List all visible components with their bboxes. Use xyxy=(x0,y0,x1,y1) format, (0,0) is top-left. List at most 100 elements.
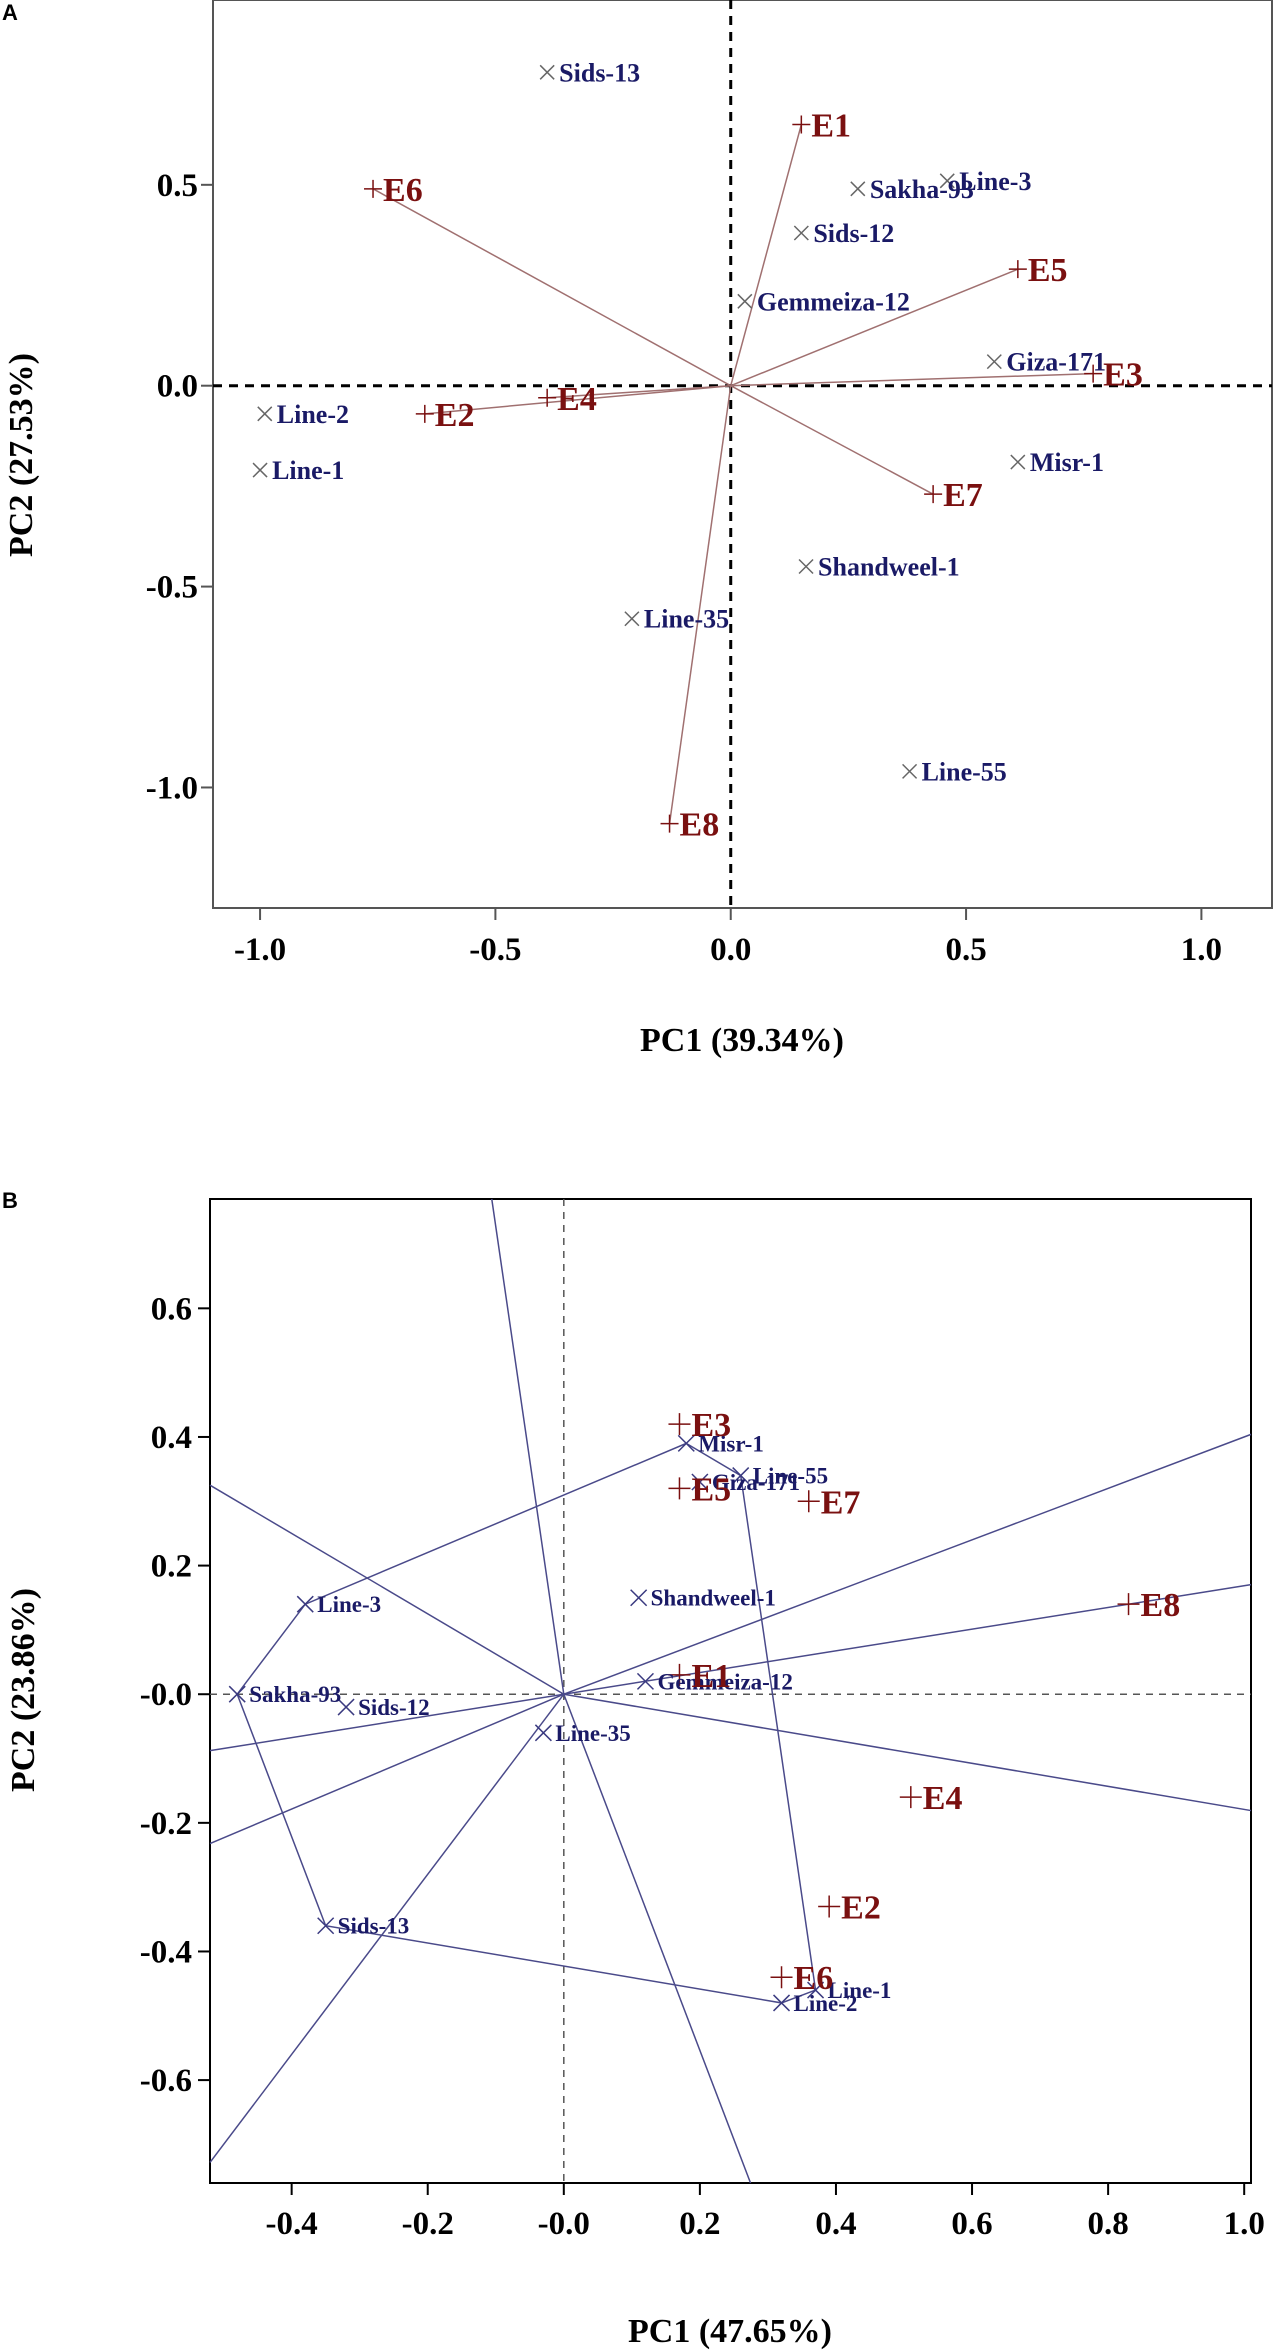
panel-b-x-tick-label: -0.4 xyxy=(266,2206,318,2242)
panel-a-env-marker-e3 xyxy=(1084,364,1103,383)
panel-a-env-label-e1: E1 xyxy=(811,108,851,145)
panel-a-geno-marker-misr-1 xyxy=(1010,454,1026,470)
panel-b-geno-marker-sids-13 xyxy=(317,1917,335,1935)
panel-b-y-tick-label: 0.6 xyxy=(151,1291,192,1327)
panel-a-geno-label-line-1: Line-1 xyxy=(272,456,344,485)
panel-b-geno-marker-misr-1 xyxy=(677,1434,695,1452)
panel-a-vector-e2 xyxy=(424,384,731,415)
panel-b-sector-ray xyxy=(491,1198,565,1695)
panel-a-env-marker-e7 xyxy=(924,485,943,504)
panel-b-env-label-e4: E4 xyxy=(923,1780,963,1817)
panel-a-env-label-e3: E3 xyxy=(1103,357,1143,394)
panel-a-env-marker-e6 xyxy=(364,179,383,198)
panel-b-convex-hull xyxy=(236,1442,817,2004)
panel-b-env-label-e3: E3 xyxy=(691,1407,731,1444)
panel-a-vector-e3 xyxy=(730,372,1094,387)
panel-a-vector-e5 xyxy=(730,268,1019,387)
panel-b-x-tick-label: 0.2 xyxy=(679,2206,720,2242)
panel-a-geno-label-giza-171: Giza-171 xyxy=(1006,348,1106,377)
panel-a-geno-marker-sids-13 xyxy=(539,64,555,80)
panel-b-y-tick-label: -0.0 xyxy=(140,1677,192,1713)
panel-a-env-label-e8: E8 xyxy=(680,807,720,844)
panel-b-geno-marker-giza-171 xyxy=(691,1473,709,1491)
panel-a-geno-marker-line-55 xyxy=(902,763,918,779)
panel-a-vector-e1 xyxy=(730,124,803,386)
panel-b-env-label-e7: E7 xyxy=(821,1484,861,1521)
panel-b-geno-marker-sids-12 xyxy=(337,1698,355,1716)
panel-b-geno-label-line-2: Line-2 xyxy=(794,1991,858,2016)
panel-b-geno-label-line-55: Line-55 xyxy=(753,1464,828,1489)
panel-a-geno-marker-line-1 xyxy=(252,462,268,478)
panel-a-vector-e4 xyxy=(547,384,731,399)
panel-b-env-label-e8: E8 xyxy=(1141,1587,1181,1624)
panel-b-sector-ray xyxy=(209,1693,565,1845)
panel-b-geno-label-sakha-93: Sakha-93 xyxy=(249,1682,341,1707)
panel-a-y-tick-label: 0.5 xyxy=(157,168,198,204)
panel-a-geno-label-shandweel-1: Shandweel-1 xyxy=(818,552,960,581)
panel-a-geno-marker-shandweel-1 xyxy=(798,558,814,575)
panel-a-env-marker-e8 xyxy=(660,814,679,833)
panel-b-x-tick-label: -0.0 xyxy=(538,2206,590,2242)
panel-b-x-tick-label: -0.2 xyxy=(402,2206,454,2242)
panel-b-x-axis-title: PC1 (47.65%) xyxy=(628,2313,832,2350)
panel-b-env-label-e2: E2 xyxy=(841,1889,881,1926)
panel-b-env-marker-e3 xyxy=(668,1413,691,1436)
panel-b-geno-marker-shandweel-1 xyxy=(630,1589,648,1607)
panel-a-geno-marker-gemmeiza-12 xyxy=(737,293,753,309)
panel-a-geno-marker-giza-171 xyxy=(986,354,1002,370)
panel-a-geno-label-misr-1: Misr-1 xyxy=(1030,448,1104,477)
panel-b-env-label-e1: E1 xyxy=(691,1658,731,1695)
panel-b-plot-frame xyxy=(209,1198,1252,2184)
panel-a-y-tick-label: 0.0 xyxy=(157,369,198,405)
panel-a-geno-label-sakha-93: Sakha-93 xyxy=(870,175,974,204)
panel-a-y-tick-label: -0.5 xyxy=(146,570,198,606)
panel-b-y-tick-label: 0.4 xyxy=(151,1420,192,1456)
panel-b-y-tick-label: -0.6 xyxy=(140,2063,192,2099)
panel-a-x-tick-label: 0.0 xyxy=(710,932,751,968)
panel-a-env-label-e2: E2 xyxy=(435,397,475,434)
panel-a-label: A xyxy=(2,0,18,25)
panel-b-env-marker-e4 xyxy=(899,1786,922,1809)
panel-a-plot-frame xyxy=(212,0,1273,909)
panel-a-x-axis-title: PC1 (39.34%) xyxy=(640,1022,844,1059)
panel-b-x-tick-label: 0.4 xyxy=(815,2206,856,2242)
panel-b-y-tick-label: 0.2 xyxy=(151,1549,192,1585)
panel-b-geno-label-gemmeiza-12: Gemmeiza-12 xyxy=(657,1669,792,1694)
panel-a-vector-e6 xyxy=(372,188,732,387)
panel-a-geno-label-line-3: Line-3 xyxy=(959,167,1031,196)
panel-a-geno-marker-sids-12 xyxy=(793,225,809,241)
panel-b-env-marker-e6 xyxy=(770,1966,793,1989)
panel-b-label: B xyxy=(2,1188,18,1213)
panel-b-geno-marker-line-1 xyxy=(807,1981,825,1999)
panel-a-env-label-e7: E7 xyxy=(943,477,983,514)
panel-b-env-marker-e7 xyxy=(797,1490,820,1513)
panel-b-geno-label-line-35: Line-35 xyxy=(555,1721,630,1746)
panel-a-geno-marker-sakha-93 xyxy=(850,181,866,197)
panel-b-geno-marker-line-55 xyxy=(732,1467,750,1485)
panel-b-x-tick-label: 1.0 xyxy=(1224,2206,1265,2242)
panel-a-geno-label-line-35: Line-35 xyxy=(644,605,729,634)
panel-b-geno-label-line-1: Line-1 xyxy=(828,1978,892,2003)
panel-b-e8-axis-line xyxy=(209,1583,1252,1752)
panel-b-geno-label-shandweel-1: Shandweel-1 xyxy=(651,1586,776,1611)
panel-a-geno-label-sids-13: Sids-13 xyxy=(559,58,640,87)
panel-a-geno-marker-line-35 xyxy=(624,611,640,627)
panel-b-env-label-e5: E5 xyxy=(691,1471,731,1508)
panel-b-env-label-e6: E6 xyxy=(794,1960,834,1997)
panel-b-sector-ray xyxy=(209,1484,565,1695)
panel-b-env-marker-e5 xyxy=(668,1477,691,1500)
panel-a-env-marker-e5 xyxy=(1008,260,1027,279)
panel-b-geno-marker-line-3 xyxy=(296,1595,314,1613)
panel-b-sector-ray xyxy=(563,1433,1252,1695)
panel-b-y-tick-label: -0.2 xyxy=(140,1806,192,1842)
panel-a-geno-label-sids-12: Sids-12 xyxy=(813,219,894,248)
panel-b-sector-ray xyxy=(209,1693,565,2163)
panel-b-geno-label-line-3: Line-3 xyxy=(317,1592,381,1617)
panel-a-env-label-e6: E6 xyxy=(383,172,423,209)
panel-b-geno-label-misr-1: Misr-1 xyxy=(698,1431,764,1456)
panel-b-geno-label-sids-13: Sids-13 xyxy=(338,1914,410,1939)
panel-a-env-label-e5: E5 xyxy=(1028,252,1068,289)
